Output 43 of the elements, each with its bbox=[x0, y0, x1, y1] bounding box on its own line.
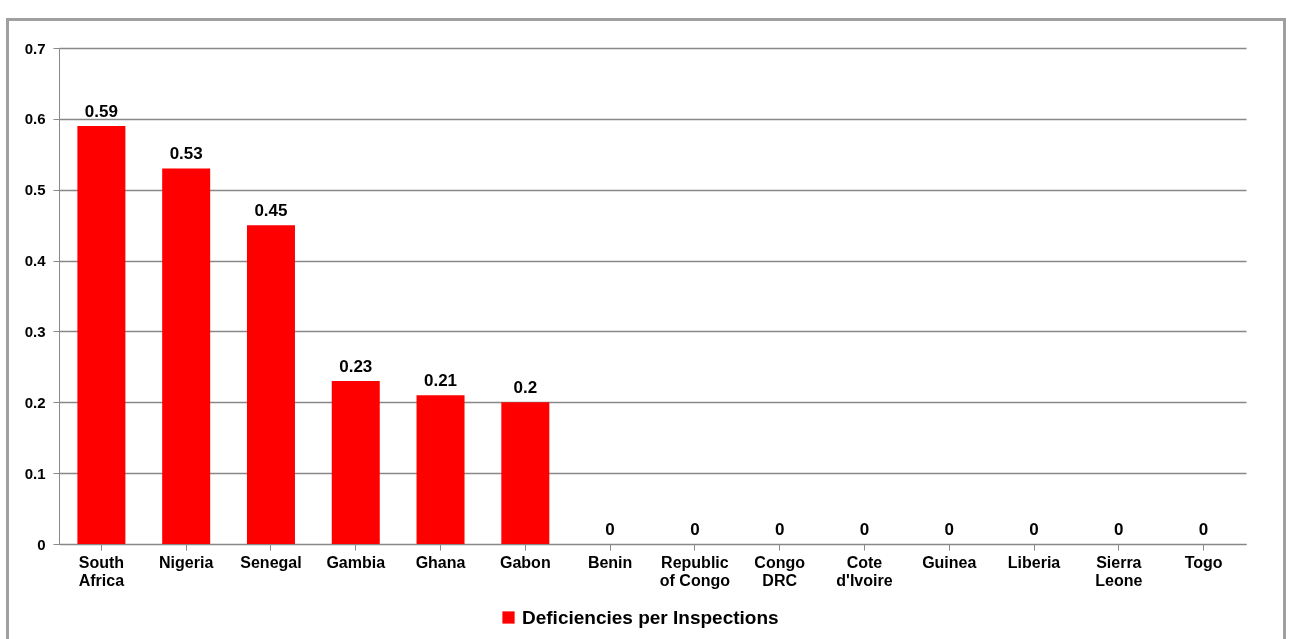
data-label: 0 bbox=[1198, 520, 1209, 539]
x-tick-label: Sierra Leone bbox=[1095, 553, 1143, 589]
x-tick-label: Cote d'Ivoire bbox=[836, 553, 893, 589]
bar bbox=[331, 381, 380, 544]
legend-label: Deficiencies per Inspections bbox=[522, 606, 779, 628]
data-label: 0.21 bbox=[423, 371, 458, 391]
bar bbox=[246, 225, 295, 544]
data-label: 0 bbox=[690, 520, 700, 539]
data-label: 0.2 bbox=[513, 378, 538, 398]
x-tick-label: Gabon bbox=[499, 553, 551, 571]
y-tick-label: 0 bbox=[37, 535, 46, 553]
x-tick-label: Guinea bbox=[922, 553, 977, 571]
x-tick-label: Togo bbox=[1184, 553, 1223, 571]
y-tick-label: 0.7 bbox=[24, 39, 46, 57]
y-tick-label: 0.2 bbox=[24, 393, 46, 411]
data-label: 0 bbox=[1114, 520, 1124, 539]
x-tick-label: Liberia bbox=[1007, 553, 1061, 571]
data-label: 0.59 bbox=[84, 101, 118, 121]
data-label: 0 bbox=[859, 520, 870, 539]
y-tick-label: 0.1 bbox=[24, 464, 46, 482]
data-label: 0 bbox=[944, 520, 954, 539]
bar bbox=[77, 125, 126, 544]
x-tick-label: Ghana bbox=[415, 553, 466, 571]
y-tick-label: 0.5 bbox=[24, 181, 46, 199]
x-tick-label: South Africa bbox=[78, 553, 125, 589]
y-tick-label: 0.6 bbox=[24, 110, 46, 128]
y-tick-label: 0.3 bbox=[24, 322, 46, 340]
bar bbox=[162, 168, 211, 544]
x-tick-label: Gambia bbox=[326, 553, 386, 571]
x-tick-label: Senegal bbox=[240, 553, 302, 571]
x-tick-label: Benin bbox=[587, 553, 633, 571]
data-label: 0.53 bbox=[169, 144, 203, 164]
y-tick-label: 0.4 bbox=[24, 252, 47, 270]
bar bbox=[501, 402, 550, 544]
data-label: 0.45 bbox=[254, 201, 288, 221]
x-tick-label: Nigeria bbox=[159, 553, 214, 571]
data-label: 0 bbox=[605, 520, 615, 539]
data-label: 0 bbox=[774, 520, 785, 539]
x-tick-label: Congo DRC bbox=[754, 553, 806, 589]
data-label: 0.23 bbox=[339, 357, 373, 377]
data-label: 0 bbox=[1029, 520, 1039, 539]
bar bbox=[416, 395, 465, 544]
x-tick-label: Republic of Congo bbox=[659, 553, 731, 589]
